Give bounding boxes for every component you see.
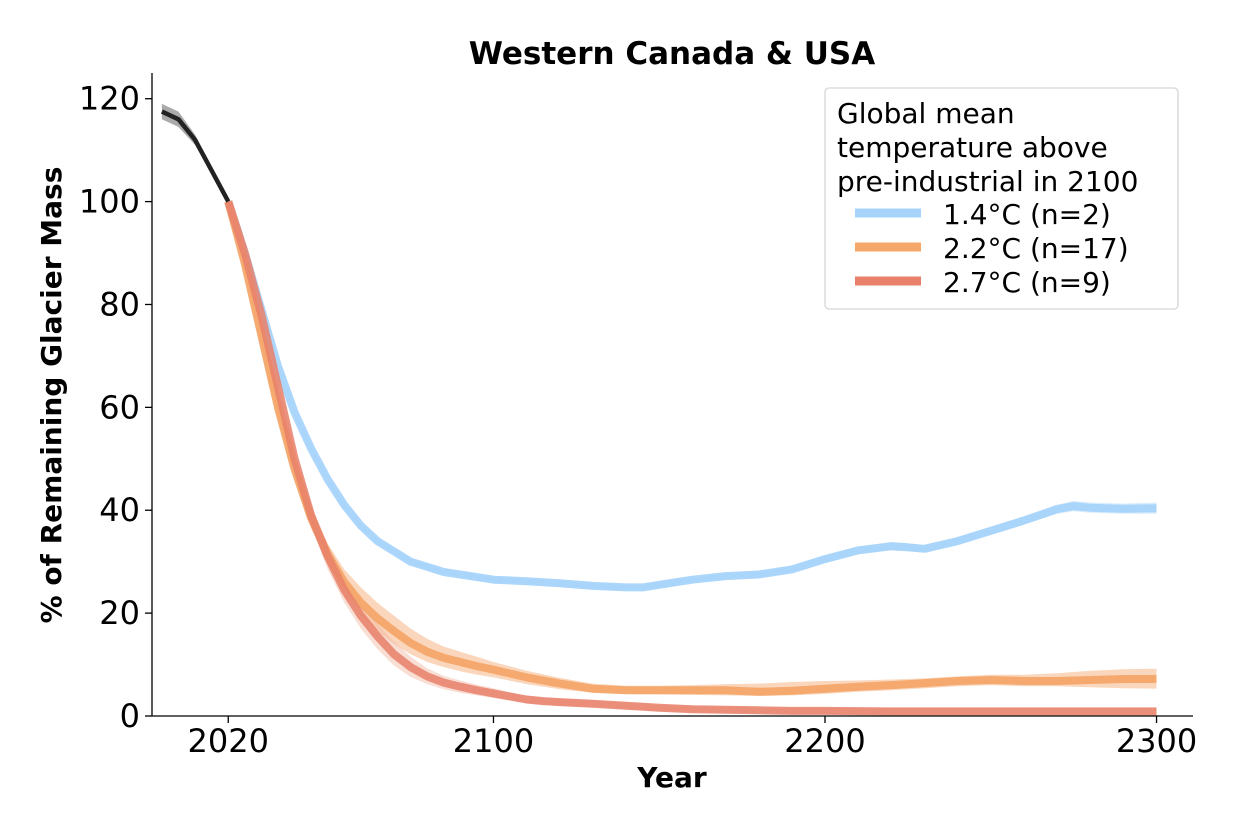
plot-area	[160, 103, 1157, 716]
series-lines	[160, 109, 1157, 716]
y-tick-label: 20	[99, 594, 140, 632]
x-axis-ticks: 2020 2100 2200 2300	[188, 716, 1197, 760]
y-tick-label: 0	[120, 697, 140, 735]
y-tick-label: 100	[79, 183, 140, 221]
legend-title-line-2: temperature above	[837, 131, 1108, 164]
y-tick-label: 60	[99, 388, 140, 426]
legend-label-2-2c: 2.2°C (n=17)	[943, 232, 1129, 265]
legend: Global mean temperature above pre-indust…	[824, 87, 1179, 310]
legend-title-line-1: Global mean	[837, 97, 1015, 130]
series-line-historical	[160, 109, 231, 203]
y-axis-title: % of Remaining Glacier Mass	[35, 167, 68, 624]
x-axis-title: Year	[636, 761, 707, 794]
series-line-2-7c	[224, 200, 1157, 716]
y-tick-label: 80	[99, 285, 140, 323]
x-tick-label: 2100	[453, 722, 534, 760]
x-tick-label: 2300	[1116, 722, 1197, 760]
legend-label-1-4c: 1.4°C (n=2)	[943, 198, 1111, 231]
chart-title: Western Canada & USA	[469, 36, 875, 72]
x-tick-label: 2200	[784, 722, 865, 760]
x-tick-label: 2020	[188, 722, 269, 760]
legend-frame	[824, 87, 1179, 310]
y-tick-label: 120	[79, 80, 140, 118]
y-axis-ticks: 0 20 40 60 80 100 120	[79, 80, 152, 735]
y-tick-label: 40	[99, 491, 140, 529]
legend-label-2-7c: 2.7°C (n=9)	[943, 266, 1111, 299]
legend-title-line-3: pre-industrial in 2100	[837, 165, 1138, 198]
series-line-1-4c	[224, 200, 1157, 592]
